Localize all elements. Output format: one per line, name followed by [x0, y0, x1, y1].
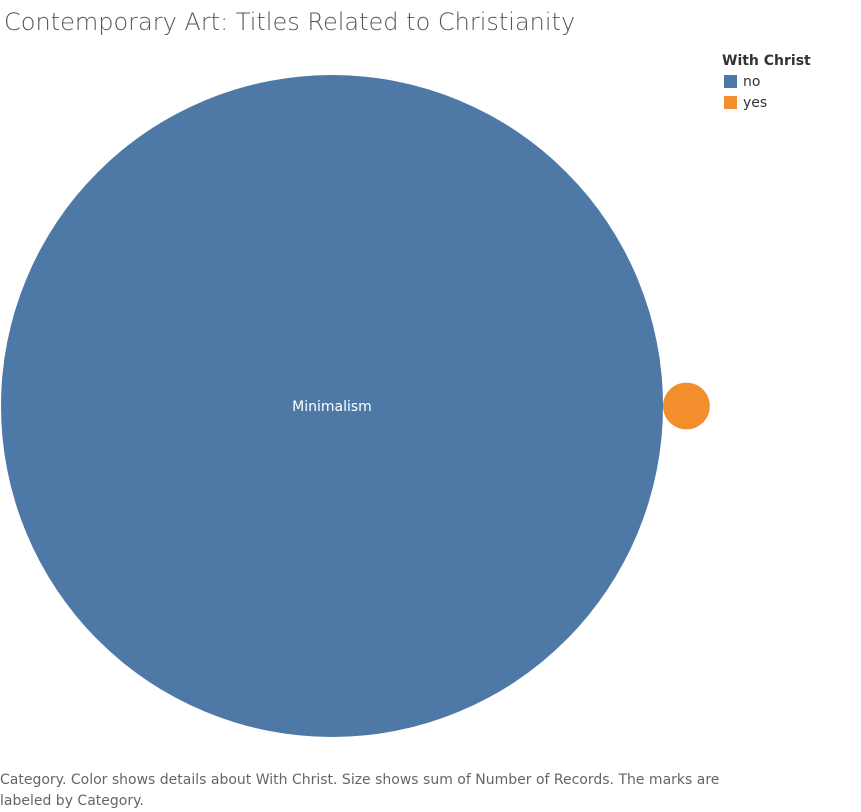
- legend: With Christ no yes: [722, 53, 852, 113]
- chart-caption: Category. Color shows details about With…: [0, 772, 720, 809]
- bubble-label-minimalism: Minimalism: [292, 399, 372, 415]
- legend-swatch-no: [724, 75, 737, 88]
- legend-title: With Christ: [722, 53, 811, 69]
- chart-title: Contemporary Art: Titles Related to Chri…: [4, 8, 576, 36]
- legend-item-yes[interactable]: yes: [722, 92, 852, 113]
- legend-label-no: no: [743, 73, 761, 90]
- legend-item-no[interactable]: no: [722, 71, 852, 92]
- legend-swatch-yes: [724, 96, 737, 109]
- bubble-minimalism-yes[interactable]: [663, 382, 710, 430]
- bubble-minimalism-no[interactable]: [1, 75, 663, 737]
- legend-label-yes: yes: [743, 94, 768, 111]
